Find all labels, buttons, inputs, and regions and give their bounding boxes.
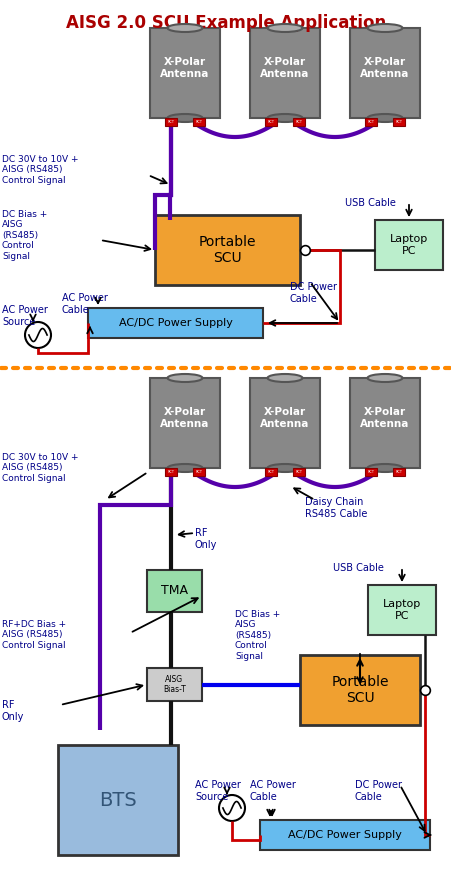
Text: X-Polar
Antenna: X-Polar Antenna — [160, 57, 209, 79]
Text: BTS: BTS — [99, 790, 137, 809]
Text: RCT: RCT — [367, 120, 374, 124]
Ellipse shape — [367, 114, 401, 122]
Text: AC Power
Cable: AC Power Cable — [249, 780, 295, 802]
Bar — [349, 28, 419, 118]
Bar — [193, 468, 205, 476]
Ellipse shape — [267, 114, 302, 122]
Ellipse shape — [367, 24, 401, 32]
Bar — [259, 820, 429, 850]
Bar — [249, 378, 319, 468]
Bar — [147, 668, 202, 701]
Bar — [264, 118, 276, 126]
Bar — [58, 745, 178, 855]
Text: DC Bias +
AISG
(RS485)
Control
Signal: DC Bias + AISG (RS485) Control Signal — [2, 210, 47, 260]
Bar — [299, 655, 419, 725]
Text: Portable
SCU: Portable SCU — [198, 235, 256, 266]
Text: DC Power
Cable: DC Power Cable — [290, 282, 336, 304]
Text: RCT: RCT — [167, 120, 174, 124]
Text: Laptop
PC: Laptop PC — [389, 234, 427, 256]
Text: RCT: RCT — [267, 120, 274, 124]
Text: DC Bias +
AISG
(RS485)
Control
Signal: DC Bias + AISG (RS485) Control Signal — [235, 610, 280, 661]
Text: RCT: RCT — [267, 470, 274, 474]
Text: AC Power
Source: AC Power Source — [2, 305, 48, 326]
Bar — [249, 28, 319, 118]
Bar — [292, 118, 304, 126]
Text: USB Cable: USB Cable — [344, 198, 395, 208]
Ellipse shape — [267, 464, 302, 472]
Ellipse shape — [267, 24, 302, 32]
Text: X-Polar
Antenna: X-Polar Antenna — [160, 407, 209, 429]
Bar — [155, 215, 299, 285]
Text: Laptop
PC: Laptop PC — [382, 599, 420, 620]
Text: X-Polar
Antenna: X-Polar Antenna — [260, 57, 309, 79]
Text: RF+DC Bias +
AISG (RS485)
Control Signal: RF+DC Bias + AISG (RS485) Control Signal — [2, 620, 66, 650]
Ellipse shape — [167, 464, 202, 472]
Bar — [165, 468, 177, 476]
Text: RCT: RCT — [395, 470, 401, 474]
Text: AC Power
Cable: AC Power Cable — [62, 293, 108, 315]
Text: USB Cable: USB Cable — [332, 563, 383, 573]
Text: RCT: RCT — [395, 120, 401, 124]
Text: RCT: RCT — [167, 470, 174, 474]
Text: RF
Only: RF Only — [194, 528, 217, 550]
Bar — [150, 28, 220, 118]
Text: RF
Only: RF Only — [2, 700, 24, 721]
Ellipse shape — [167, 24, 202, 32]
Text: AC/DC Power Supply: AC/DC Power Supply — [118, 318, 232, 328]
Ellipse shape — [167, 374, 202, 382]
Text: RCT: RCT — [195, 120, 202, 124]
Bar — [367, 585, 435, 635]
Text: Daisy Chain
RS485 Cable: Daisy Chain RS485 Cable — [304, 497, 367, 519]
Ellipse shape — [267, 374, 302, 382]
Text: RCT: RCT — [367, 470, 374, 474]
Text: X-Polar
Antenna: X-Polar Antenna — [359, 407, 409, 429]
Text: Portable
SCU: Portable SCU — [331, 675, 388, 705]
Text: AC Power
Source: AC Power Source — [194, 780, 240, 802]
Bar — [193, 118, 205, 126]
Bar — [88, 308, 262, 338]
Ellipse shape — [367, 464, 401, 472]
Text: X-Polar
Antenna: X-Polar Antenna — [359, 57, 409, 79]
Ellipse shape — [167, 114, 202, 122]
Bar — [392, 118, 404, 126]
Text: RCT: RCT — [195, 470, 202, 474]
Bar — [292, 468, 304, 476]
Bar — [264, 468, 276, 476]
Bar — [349, 378, 419, 468]
Text: RCT: RCT — [295, 470, 302, 474]
Bar — [392, 468, 404, 476]
Text: AISG 2.0 SCU Example Application: AISG 2.0 SCU Example Application — [66, 14, 385, 32]
Bar — [147, 570, 202, 612]
Bar — [364, 118, 376, 126]
Text: DC 30V to 10V +
AISG (RS485)
Control Signal: DC 30V to 10V + AISG (RS485) Control Sig… — [2, 155, 78, 185]
Text: AISG
Bias-T: AISG Bias-T — [163, 675, 185, 695]
Text: DC Power
Cable: DC Power Cable — [354, 780, 401, 802]
Text: AC/DC Power Supply: AC/DC Power Supply — [287, 830, 401, 840]
Text: TMA: TMA — [161, 585, 188, 597]
Bar — [374, 220, 442, 270]
Ellipse shape — [367, 374, 401, 382]
Bar — [165, 118, 177, 126]
Text: X-Polar
Antenna: X-Polar Antenna — [260, 407, 309, 429]
Text: DC 30V to 10V +
AISG (RS485)
Control Signal: DC 30V to 10V + AISG (RS485) Control Sig… — [2, 453, 78, 483]
Bar — [150, 378, 220, 468]
Text: RCT: RCT — [295, 120, 302, 124]
Bar — [364, 468, 376, 476]
